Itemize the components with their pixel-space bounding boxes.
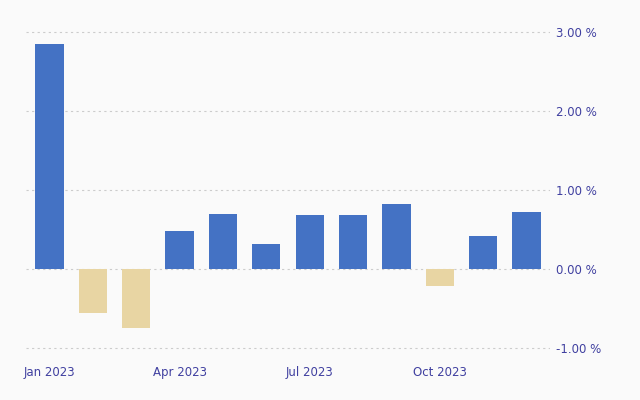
Bar	[35, 44, 63, 269]
Bar	[166, 231, 194, 269]
Bar	[252, 244, 280, 269]
Bar	[382, 204, 410, 269]
Bar	[339, 215, 367, 269]
Bar	[122, 269, 150, 328]
Bar	[296, 215, 324, 269]
Bar	[513, 212, 541, 269]
Bar	[426, 269, 454, 286]
Bar	[209, 214, 237, 269]
Bar	[79, 269, 107, 312]
Bar	[469, 236, 497, 269]
